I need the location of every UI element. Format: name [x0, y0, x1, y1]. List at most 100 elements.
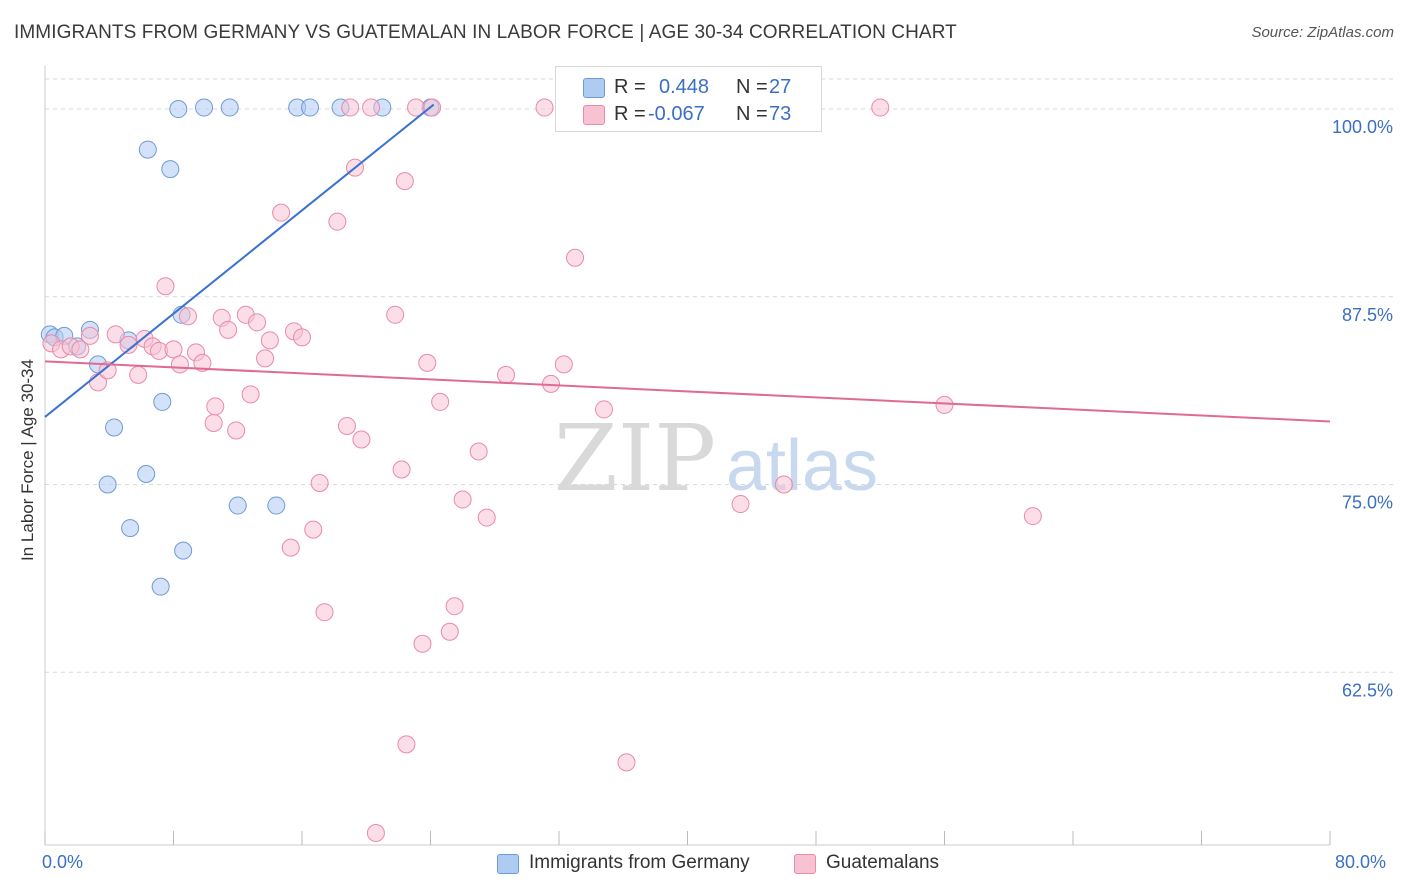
- y-axis-label: In Labor Force | Age 30-34: [18, 359, 37, 561]
- guatemalans-point: [366, 823, 385, 842]
- guatemalans-point: [164, 340, 183, 359]
- legend-n-label: N =: [736, 76, 768, 98]
- guatemalans-point: [731, 495, 750, 514]
- guatemalans-point: [178, 307, 197, 326]
- germany-point: [121, 519, 140, 538]
- guatemalans-point: [170, 355, 189, 374]
- guatemalans-point: [206, 397, 225, 416]
- guatemalans-point: [293, 328, 311, 347]
- bottom-legend-swatch-germany: [497, 854, 519, 874]
- guatemalans-point: [129, 365, 148, 384]
- guatemalans-point: [774, 475, 793, 494]
- guatemalans-point: [248, 313, 267, 332]
- legend-r-value: -0.067: [648, 103, 705, 125]
- germany-point: [153, 392, 172, 411]
- germany-point: [195, 98, 214, 117]
- germany-point: [228, 496, 247, 515]
- germany-point: [137, 465, 156, 484]
- guatemalans-point: [469, 442, 488, 461]
- guatemalans-point: [496, 365, 515, 384]
- y-tick-labels: 62.5% 75.0% 87.5% 100.0%: [1332, 117, 1393, 700]
- y-tick-label: 100.0%: [1332, 117, 1393, 137]
- guatemalans-point: [241, 385, 260, 404]
- germany-point: [220, 98, 239, 117]
- guatemalans-point: [80, 326, 99, 345]
- watermark-zip: ZIP: [554, 405, 716, 512]
- guatemalans-point: [554, 355, 573, 374]
- guatemalans-point: [440, 622, 459, 641]
- germany-point: [169, 100, 188, 119]
- guatemalans-point: [362, 98, 381, 117]
- guatemalans-point: [98, 361, 117, 380]
- legend-n-label: N =: [736, 103, 768, 125]
- source-label: Source: ZipAtlas.com: [1251, 24, 1394, 41]
- legend-swatch-germany: [583, 78, 605, 98]
- bottom-legend-label-guatemalans: Guatemalans: [826, 852, 940, 873]
- guatemalans-point: [535, 98, 554, 117]
- correlation-legend: R = 0.448 N = 27 R = -0.067 N = 73: [555, 66, 822, 132]
- guatemalans-point: [315, 603, 334, 622]
- guatemalans-point: [204, 413, 223, 432]
- guatemalans-point: [119, 335, 138, 354]
- legend-n-value: 27: [769, 76, 792, 98]
- guatemalans-point: [227, 421, 246, 440]
- guatemalans-point: [337, 416, 356, 435]
- guatemalans-point: [871, 98, 890, 117]
- guatemalans-point: [156, 277, 175, 296]
- trend-lines: [44, 103, 1331, 423]
- germany-point: [138, 140, 157, 159]
- y-tick-label: 75.0%: [1342, 493, 1393, 513]
- x-tick-label-min: 0.0%: [42, 852, 84, 872]
- guatemalans-point: [453, 490, 472, 509]
- guatemalans-point: [219, 320, 238, 339]
- y-tick-label: 87.5%: [1342, 305, 1393, 325]
- guatemalans-point: [260, 331, 279, 350]
- x-tick-label-max: 80.0%: [1335, 852, 1387, 872]
- watermark: ZIP atlas: [554, 405, 878, 512]
- data-points: [40, 98, 1042, 842]
- guatemalans-point: [477, 508, 496, 527]
- legend-row-guatemalans: R = -0.067 N = 73: [556, 100, 821, 128]
- germany-point: [174, 541, 193, 560]
- guatemalans-point: [566, 248, 585, 267]
- guatemalans-point: [395, 172, 414, 191]
- legend-n-value: 73: [769, 103, 792, 125]
- legend-r-value: 0.448: [659, 76, 710, 98]
- guatemalans-point: [341, 98, 360, 117]
- guatemalans-point: [423, 98, 442, 117]
- guatemalans-point: [106, 325, 125, 344]
- legend-r-label: R =: [614, 103, 646, 125]
- legend-row-germany: R = 0.448 N = 27: [556, 73, 821, 101]
- guatemalans-point: [935, 395, 954, 414]
- guatemalans-trend-line: [44, 360, 1331, 423]
- germany-point: [98, 475, 117, 494]
- guatemalans-point: [413, 634, 432, 653]
- germany-point: [105, 418, 124, 437]
- guatemalans-point: [392, 460, 411, 479]
- guatemalans-point: [71, 340, 90, 359]
- legend-r-label: R =: [614, 76, 646, 98]
- guatemalans-point: [1023, 507, 1042, 526]
- guatemalans-point: [272, 203, 291, 222]
- guatemalans-point: [418, 353, 437, 372]
- guatemalans-point: [304, 520, 323, 539]
- guatemalans-point: [281, 538, 300, 557]
- guatemalans-point: [310, 474, 329, 493]
- gridlines: [45, 78, 1393, 673]
- guatemalans-point: [328, 212, 347, 231]
- germany-point: [151, 577, 170, 596]
- guatemalans-point: [617, 753, 636, 772]
- bottom-legend-label-germany: Immigrants from Germany: [529, 852, 750, 873]
- guatemalans-point: [594, 400, 613, 419]
- chart-title: IMMIGRANTS FROM GERMANY VS GUATEMALAN IN…: [14, 22, 957, 43]
- legend-swatch-guatemalans: [583, 105, 605, 125]
- guatemalans-point: [397, 735, 416, 754]
- guatemalans-point: [445, 597, 464, 616]
- guatemalans-point: [431, 392, 450, 411]
- bottom-legend-swatch-guatemalans: [794, 854, 816, 874]
- guatemalans-point: [352, 430, 371, 449]
- germany-point: [161, 160, 180, 179]
- guatemalans-point: [256, 349, 275, 368]
- guatemalans-point: [193, 353, 212, 372]
